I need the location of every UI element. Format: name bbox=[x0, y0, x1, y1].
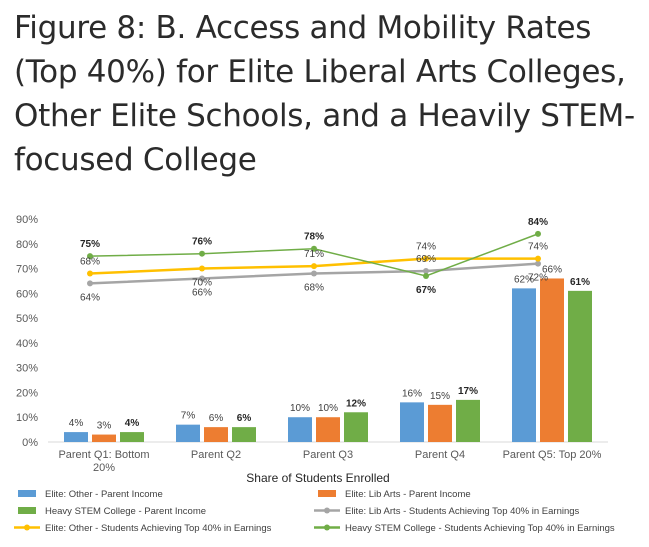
line-data-label: 76% bbox=[192, 237, 212, 248]
line-point bbox=[87, 253, 93, 260]
legend-swatch bbox=[18, 490, 36, 497]
line-data-label: 84% bbox=[528, 217, 548, 228]
line-point bbox=[311, 245, 317, 252]
bar-data-label: 66% bbox=[542, 264, 562, 275]
line-data-label: 66% bbox=[192, 287, 212, 298]
y-tick-label: 0% bbox=[22, 437, 38, 449]
bar bbox=[92, 434, 116, 442]
bars bbox=[64, 278, 592, 442]
x-tick-label: Parent Q4 bbox=[415, 449, 465, 461]
line-data-label: 67% bbox=[416, 285, 436, 296]
bar-data-label: 10% bbox=[290, 403, 310, 414]
y-tick-label: 40% bbox=[16, 338, 38, 350]
chart: 0% 10% 20% 30% 40% 50% 60% 70% 80% 90% 4% 7% 10% 16%… bbox=[14, 214, 615, 534]
y-axis: 0% 10% 20% 30% 40% 50% 60% 70% 80% 90% bbox=[16, 214, 38, 449]
bar-data-label: 6% bbox=[237, 413, 252, 424]
bar bbox=[456, 399, 480, 442]
bar bbox=[400, 402, 424, 442]
line-data-label: 68% bbox=[304, 283, 324, 294]
legend-entry: Elite: Lib Arts - Parent Income bbox=[345, 489, 471, 500]
legend-entry: Heavy STEM College - Parent Income bbox=[45, 506, 206, 517]
bar bbox=[316, 417, 340, 442]
legend-marker bbox=[24, 524, 30, 531]
line-point bbox=[87, 270, 93, 277]
y-tick-label: 80% bbox=[16, 239, 38, 251]
bar bbox=[288, 417, 312, 442]
bar bbox=[344, 412, 368, 442]
bar bbox=[540, 278, 564, 442]
line-data-label: 69% bbox=[416, 254, 436, 265]
line-data-label: 74% bbox=[416, 242, 436, 253]
legend-entry: Elite: Other - Parent Income bbox=[45, 489, 163, 500]
y-tick-label: 10% bbox=[16, 412, 38, 424]
line-point bbox=[535, 230, 541, 237]
y-tick-label: 60% bbox=[16, 288, 38, 300]
bar-data-label: 3% bbox=[97, 421, 112, 432]
line-point bbox=[87, 280, 93, 287]
line-point bbox=[199, 265, 205, 272]
bar bbox=[232, 427, 256, 442]
legend-entry: Elite: Other - Students Achieving Top 40… bbox=[45, 523, 272, 534]
line-data-label: 71% bbox=[304, 249, 324, 260]
y-tick-label: 50% bbox=[16, 313, 38, 325]
bar bbox=[512, 288, 536, 442]
line-data-label: 70% bbox=[192, 278, 212, 289]
legend-marker bbox=[324, 507, 330, 514]
bar-data-label: 16% bbox=[402, 388, 422, 399]
line-point bbox=[535, 260, 541, 267]
line-data-label: 68% bbox=[80, 257, 100, 268]
bar-data-label: 4% bbox=[125, 418, 140, 429]
x-tick-label: Parent Q5: Top 20% bbox=[503, 449, 602, 461]
legend-marker bbox=[324, 524, 330, 531]
legend-entry: Heavy STEM College - Students Achieving … bbox=[345, 523, 615, 534]
data-labels: 4% 7% 10% 16% 62% 3% 6% 10% 15% 66% 4% 6% 12% 17% 61% 6… bbox=[69, 217, 590, 432]
line-data-label: 78% bbox=[304, 232, 324, 243]
bar-data-label: 17% bbox=[458, 386, 478, 397]
line-data-label: 72% bbox=[528, 273, 548, 284]
bar-data-label: 61% bbox=[570, 277, 590, 288]
x-tick-label: Parent Q2 bbox=[191, 449, 241, 461]
y-tick-label: 70% bbox=[16, 264, 38, 276]
bar bbox=[64, 432, 88, 442]
line-point bbox=[199, 250, 205, 257]
bar-data-label: 6% bbox=[209, 413, 224, 424]
bar-data-label: 15% bbox=[430, 391, 450, 402]
bar-data-label: 7% bbox=[181, 411, 196, 422]
line-point bbox=[423, 272, 429, 279]
legend: Elite: Other - Parent Income Elite: Lib A… bbox=[14, 489, 615, 534]
bar bbox=[204, 427, 228, 442]
legend-swatch bbox=[18, 507, 36, 514]
line-point bbox=[311, 270, 317, 277]
x-axis-ticks: Parent Q1: Bottom 20% Parent Q2 Parent Q3 Pa… bbox=[58, 449, 601, 474]
line-point bbox=[311, 263, 317, 270]
line-point bbox=[423, 255, 429, 262]
bar bbox=[428, 404, 452, 442]
x-axis-title: Share of Students Enrolled bbox=[246, 471, 389, 485]
y-tick-label: 20% bbox=[16, 387, 38, 399]
lines bbox=[87, 230, 541, 287]
line-point bbox=[423, 268, 429, 275]
bar-data-label: 12% bbox=[346, 398, 366, 409]
bar bbox=[120, 432, 144, 442]
bar-data-label: 62% bbox=[514, 274, 534, 285]
line-point bbox=[535, 255, 541, 262]
bar-data-label: 10% bbox=[318, 403, 338, 414]
x-tick-label: Parent Q1: Bottom 20% bbox=[58, 449, 149, 474]
x-tick-label: Parent Q3 bbox=[303, 449, 353, 461]
y-tick-label: 90% bbox=[16, 214, 38, 226]
bar bbox=[568, 290, 592, 442]
legend-entry: Elite: Lib Arts - Students Achieving Top… bbox=[345, 506, 580, 517]
bar-data-label: 4% bbox=[69, 418, 84, 429]
legend-swatch bbox=[318, 490, 336, 497]
figure-title: Figure 8: B. Access and Mobility Rates (… bbox=[14, 10, 635, 178]
bar bbox=[176, 424, 200, 442]
line-data-label: 75% bbox=[80, 239, 100, 250]
line-data-label: 64% bbox=[80, 292, 100, 303]
line-data-label: 74% bbox=[528, 242, 548, 253]
y-tick-label: 30% bbox=[16, 363, 38, 375]
line-point bbox=[199, 275, 205, 282]
